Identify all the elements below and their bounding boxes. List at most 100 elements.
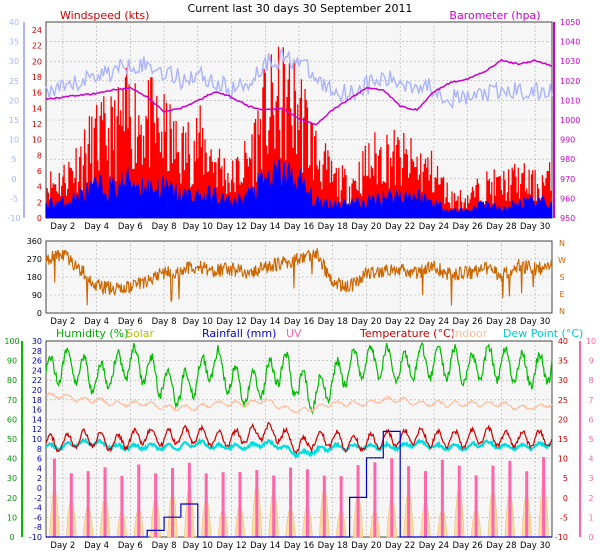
humidity-axis-tick: 10 (7, 513, 17, 522)
x-tick-label: Day 2 (50, 222, 75, 232)
x-tick-label: Day 4 (84, 541, 109, 551)
windspeed-axis-tick: 18 (32, 73, 42, 82)
windspeed-axis-tick: 14 (32, 104, 42, 113)
humidity-axis-tick: 0 (9, 533, 14, 542)
humidity-axis-tick: 60 (7, 415, 17, 424)
x-tick-label: Day 28 (486, 541, 516, 551)
barometer-series (45, 58, 553, 126)
x-tick-label: Day 24 (419, 222, 449, 232)
uv-legend: UV (286, 327, 302, 340)
rainfall-axis-tick: 16 (32, 406, 42, 415)
direction-axis-tick: 0 (37, 309, 42, 318)
windspeed-axis-tick: 2 (37, 198, 42, 207)
humidity-axis-tick: 80 (7, 376, 17, 385)
temperature-axis-tick: 30 (558, 376, 568, 385)
x-tick-label: Day 20 (351, 317, 381, 327)
rainfall-axis-tick: 12 (32, 425, 42, 434)
x-tick-label: Day 6 (118, 317, 143, 327)
rainfall-axis-tick: 26 (32, 357, 42, 366)
x-tick-label: Day 16 (284, 222, 314, 232)
barometer-axis-tick: 1000 (560, 116, 580, 125)
uv-axis-tick: 4 (588, 455, 593, 464)
rainfall-axis-tick: 22 (32, 376, 42, 385)
uv-axis-tick: 6 (588, 415, 593, 424)
direction-series (45, 248, 553, 306)
pale-axis-tick: 10 (9, 136, 19, 145)
barometer-axis-tick: 1050 (560, 18, 580, 27)
rainfall-axis-tick: 20 (32, 386, 42, 395)
temperature-axis-tick: 15 (558, 435, 568, 444)
rainfall-axis-tick: 18 (32, 396, 42, 405)
x-tick-label: Day 22 (385, 222, 415, 232)
temperature-axis-tick: 5 (563, 474, 568, 483)
uv-axis-tick: 2 (588, 494, 593, 503)
humidity-axis-tick: 20 (7, 494, 17, 503)
humidity-series (45, 341, 553, 415)
x-tick-label: Day 12 (216, 541, 246, 551)
barometer-axis-tick: 1020 (560, 77, 580, 86)
rainfall-axis-tick: 30 (32, 337, 42, 346)
wind-average-series (45, 48, 553, 110)
pale-axis-tick: 15 (9, 116, 19, 125)
wind-direction-series (45, 248, 553, 306)
direction-axis-tick: 180 (27, 273, 42, 282)
x-tick-label: Day 4 (84, 222, 109, 232)
uv-axis-tick: 7 (588, 396, 593, 405)
pale-axis-tick: 20 (9, 96, 19, 105)
uv-axis-tick: 1 (588, 513, 593, 522)
compass-label: N (559, 239, 565, 248)
x-tick-label: Day 28 (486, 222, 516, 232)
rainfall-axis-tick: -6 (34, 513, 42, 522)
rainfall-axis-tick: 28 (32, 347, 42, 356)
barometer-axis-tick: 970 (560, 175, 575, 184)
rainfall-axis-tick: 14 (32, 415, 42, 424)
temperature-axis-tick: 0 (563, 494, 568, 503)
temperature-axis-tick: 40 (558, 337, 568, 346)
x-tick-label: Day 26 (453, 541, 483, 551)
uv-axis-tick: 3 (588, 474, 593, 483)
x-tick-label: Day 14 (250, 317, 280, 327)
pale-axis-tick: 35 (9, 38, 19, 47)
rainfall-axis-tick: -8 (34, 523, 42, 532)
x-tick-label: Day 2 (50, 317, 75, 327)
uv-axis-tick: 0 (588, 533, 593, 542)
rainfall-axis-tick: -4 (34, 504, 42, 513)
x-tick-label: Day 16 (284, 541, 314, 551)
rainfall-axis-tick: 0 (37, 484, 42, 493)
chart-title: Current last 30 days 30 September 2011 (188, 2, 413, 15)
compass-label: E (559, 290, 564, 299)
barometer-legend: Barometer (hpa) (449, 9, 540, 22)
windspeed-axis-tick: 10 (32, 136, 42, 145)
pale-axis-tick: -5 (10, 194, 18, 203)
x-tick-label: Day 10 (183, 317, 213, 327)
temperature-axis-tick: -5 (560, 513, 568, 522)
temperature-axis-tick: 20 (558, 415, 568, 424)
direction-axis-tick: 270 (27, 255, 42, 264)
compass-label: S (559, 273, 564, 282)
uv-axis-tick: 8 (588, 376, 593, 385)
pale-axis-tick: -10 (7, 214, 20, 223)
windspeed-legend: Windspeed (kts) (60, 9, 149, 22)
x-tick-label: Day 28 (486, 317, 516, 327)
x-tick-label: Day 8 (152, 222, 177, 232)
windspeed-axis-tick: 6 (37, 167, 42, 176)
humidity-legend: Humidity (%) (56, 327, 128, 340)
x-tick-label: Day 30 (520, 541, 550, 551)
x-tick-label: Day 8 (152, 317, 177, 327)
x-tick-label: Day 26 (453, 222, 483, 232)
barometer-axis-tick: 1040 (560, 38, 580, 47)
pale-axis-tick: 5 (11, 155, 16, 164)
x-tick-label: Day 30 (520, 222, 550, 232)
x-tick-label: Day 6 (118, 222, 143, 232)
windgust-series (45, 158, 553, 219)
dewpoint-series (45, 437, 553, 459)
windspeed-axis-tick: 4 (37, 183, 42, 192)
x-tick-label: Day 20 (351, 222, 381, 232)
barometer-axis-tick: 980 (560, 155, 575, 164)
x-tick-label: Day 18 (318, 541, 348, 551)
temperature-humidity-panel: Humidity (%) Solar Rainfall (mm) UV Temp… (4, 327, 596, 551)
humidity-axis-tick: 70 (7, 396, 17, 405)
windspeed-axis-tick: 20 (32, 57, 42, 66)
x-tick-label: Day 4 (84, 317, 109, 327)
